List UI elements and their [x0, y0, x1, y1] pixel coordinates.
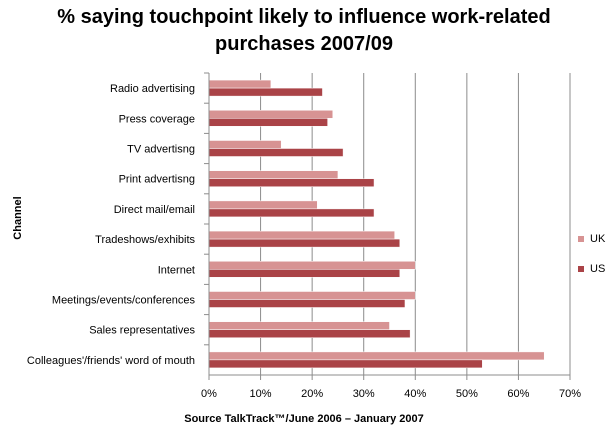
- category-label: Radio advertising: [110, 83, 195, 95]
- category-label: Internet: [158, 264, 195, 276]
- legend-swatch-us: [578, 266, 584, 272]
- bar-us: [208, 238, 401, 248]
- x-tick-label: 30%: [353, 388, 375, 400]
- legend-swatch-uk: [578, 236, 584, 242]
- bar-uk: [208, 230, 395, 240]
- bars: [208, 79, 545, 369]
- category-label: Colleagues'/friends' word of mouth: [27, 355, 195, 367]
- bar-uk: [208, 291, 416, 300]
- bar-us: [208, 87, 323, 97]
- axes: [208, 73, 570, 376]
- legend-label-uk: UK: [590, 233, 606, 245]
- category-label: Direct mail/email: [114, 204, 195, 216]
- x-tick-label: 50%: [456, 388, 478, 400]
- category-label: Tradeshows/exhibits: [95, 234, 195, 246]
- category-label: Press coverage: [119, 113, 195, 125]
- x-tick-label: 10%: [250, 388, 272, 400]
- bar-us: [208, 118, 328, 127]
- bar-uk: [208, 261, 416, 270]
- bar-us: [208, 329, 411, 338]
- category-labels: Radio advertising Press coverage TV advert…: [27, 83, 196, 367]
- chart-title: % saying touchpoint likely to influence …: [0, 4, 608, 58]
- x-tick-label: 70%: [559, 388, 581, 400]
- bar-uk: [208, 110, 334, 119]
- legend-label-us: US: [590, 263, 606, 275]
- bar-us: [208, 178, 375, 187]
- bar-us: [208, 208, 375, 218]
- y-axis-label: Channel: [12, 196, 24, 240]
- bar-us: [208, 359, 483, 369]
- bar-uk: [208, 140, 282, 149]
- x-tick-label: 20%: [301, 388, 323, 400]
- chart-title-line-1: % saying touchpoint likely to influence …: [57, 6, 551, 28]
- bar-uk: [208, 170, 339, 179]
- bar-us: [208, 148, 344, 157]
- bar-uk: [208, 321, 390, 330]
- category-label: TV advertisng: [127, 144, 195, 156]
- x-tick-label: 60%: [507, 388, 529, 400]
- x-tick-labels: 0% 10% 20% 30% 40% 50% 60% 70%: [201, 388, 581, 400]
- category-label: Meetings/events/conferences: [52, 295, 196, 307]
- category-label: Sales representatives: [89, 325, 195, 337]
- x-tick-label: 40%: [404, 388, 426, 400]
- bar-uk: [208, 200, 318, 210]
- category-label: Print advertisng: [119, 174, 195, 186]
- bar-us: [208, 269, 401, 278]
- chart-title-line-2: purchases 2007/09: [215, 33, 393, 55]
- source-note: Source TalkTrack™/June 2006 – January 20…: [184, 413, 424, 425]
- legend: UK US: [578, 232, 605, 292]
- bar-uk: [208, 79, 272, 89]
- x-tick-label: 0%: [201, 388, 217, 400]
- bar-us: [208, 299, 406, 308]
- bar-uk: [208, 351, 545, 361]
- legend-item-us: US: [578, 262, 605, 276]
- legend-item-uk: UK: [578, 232, 605, 246]
